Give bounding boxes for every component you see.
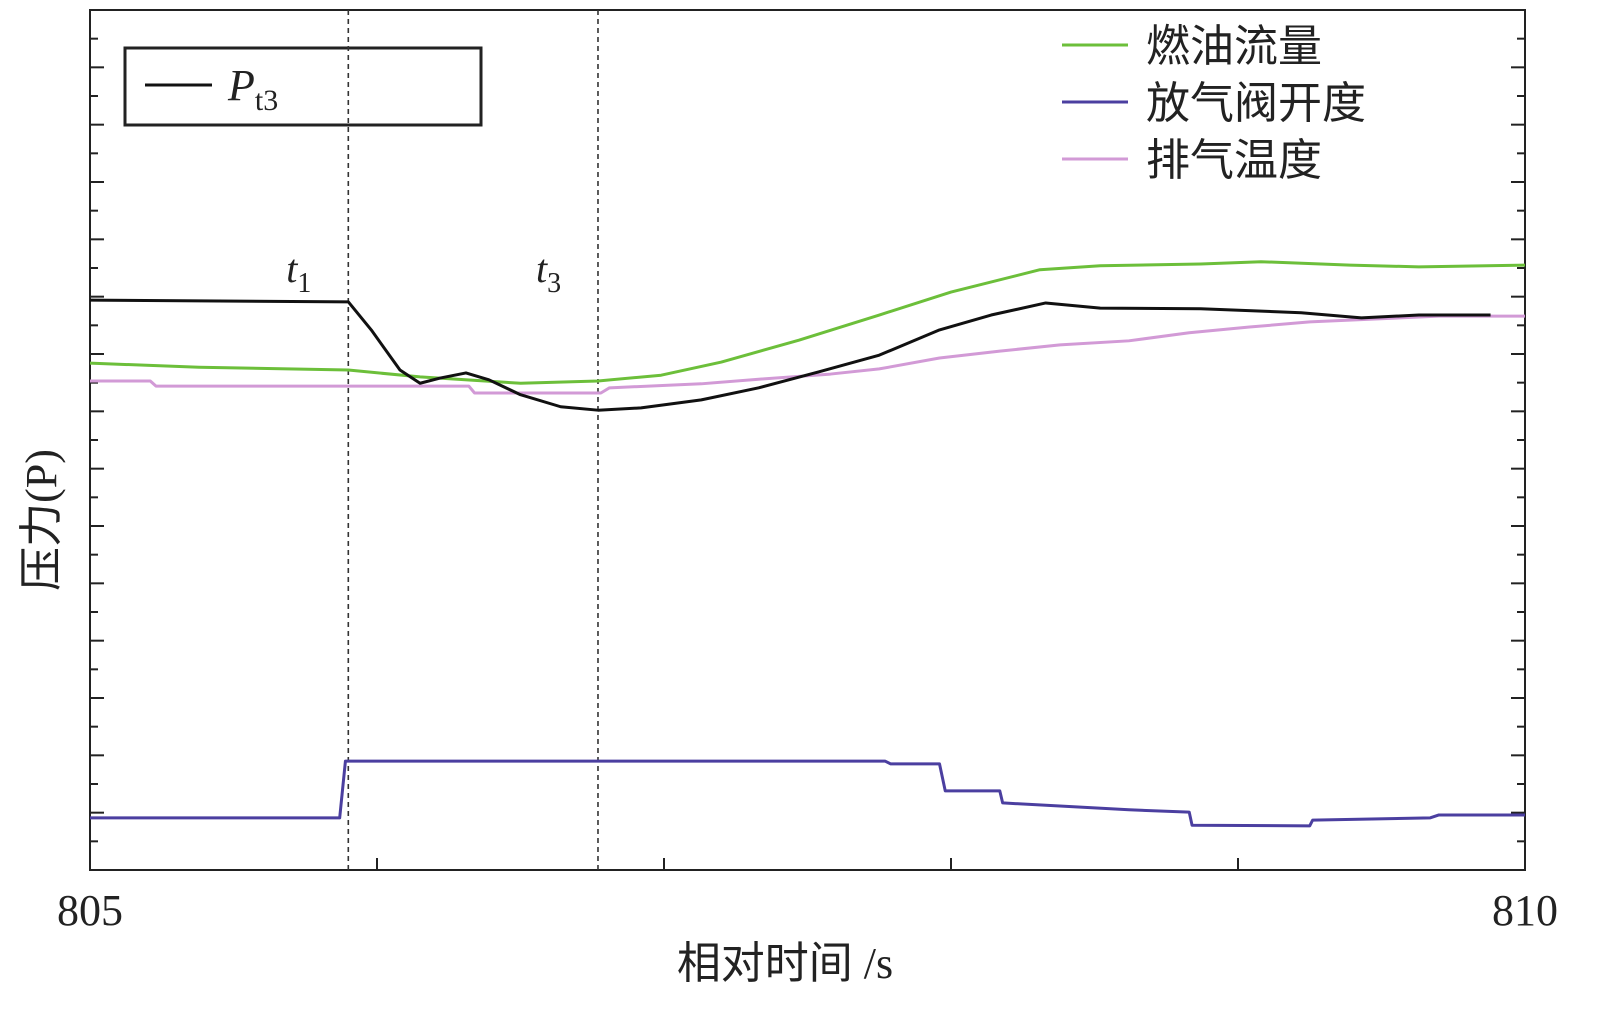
annotation-label: t3 xyxy=(536,246,561,299)
data-line xyxy=(89,298,1491,412)
legend-label: 排气温度 xyxy=(1146,136,1322,185)
legend-name: P xyxy=(227,61,255,110)
data-line xyxy=(90,314,1525,395)
legend-label: 燃油流量 xyxy=(1146,22,1322,71)
annotation-text: t xyxy=(286,246,298,291)
legend-label: 放气阀开度 xyxy=(1146,79,1366,128)
annotation-label: t1 xyxy=(286,246,311,299)
x-axis-label: 相对时间 /s xyxy=(677,939,893,988)
x-tick-label: 810 xyxy=(1492,886,1558,935)
legend-subscript: t3 xyxy=(255,84,278,117)
annotation-subscript: 1 xyxy=(297,268,311,299)
annotation-subscript: 3 xyxy=(547,268,561,299)
y-axis-label: 压力(P) xyxy=(17,449,66,591)
annotation-text: t xyxy=(536,246,548,291)
x-tick-label: 805 xyxy=(57,886,123,935)
data-line xyxy=(90,759,1525,828)
legend-label: Pt3 xyxy=(227,61,278,117)
